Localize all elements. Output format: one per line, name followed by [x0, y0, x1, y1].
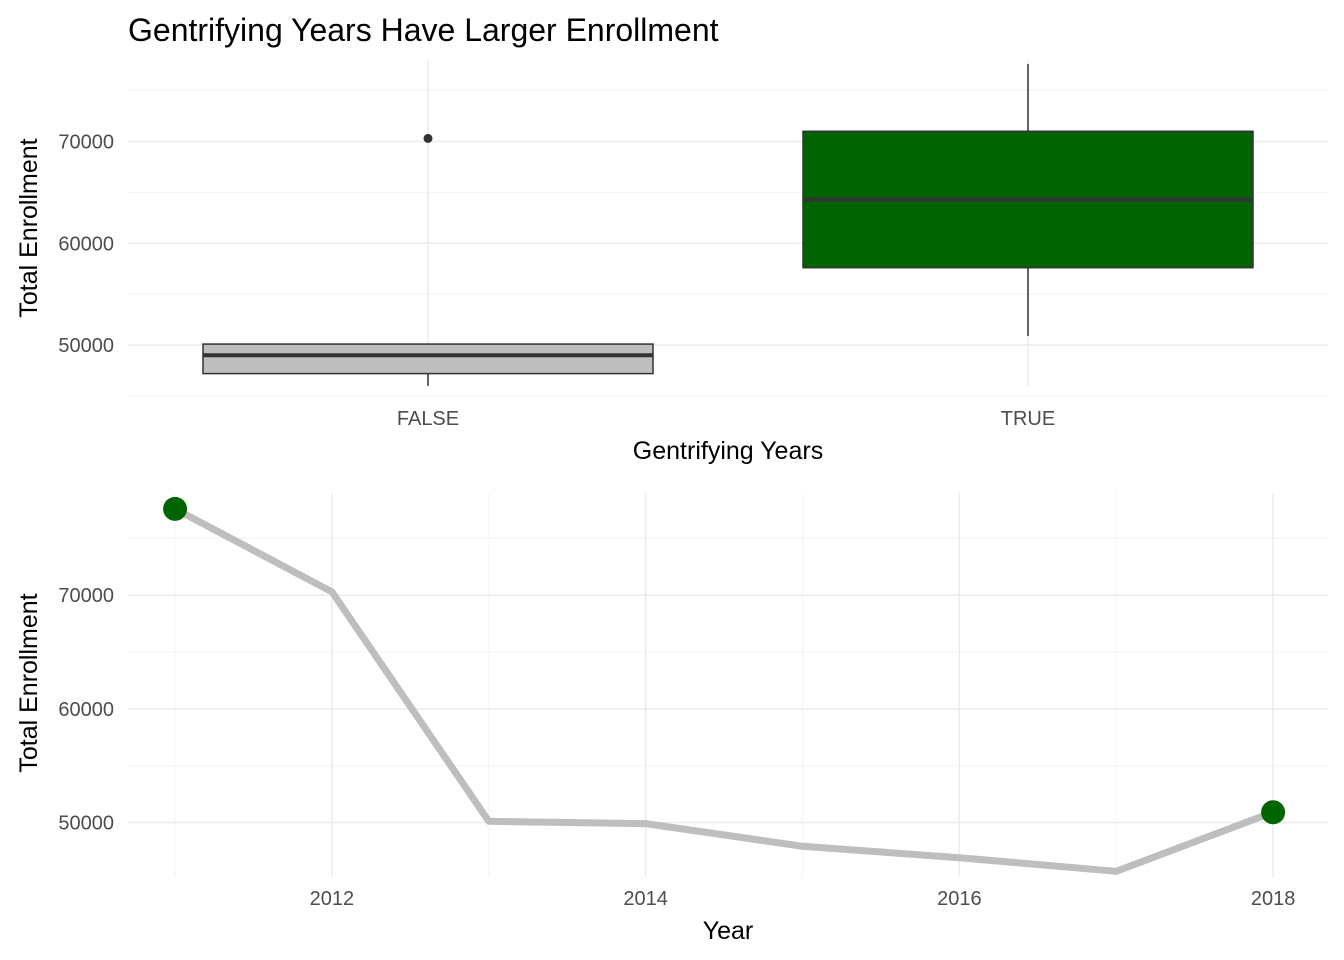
highlight-point — [1261, 800, 1286, 825]
box-plot-boxes — [202, 64, 1254, 386]
box-plot-x-axis-title: Gentrifying Years — [633, 437, 823, 465]
line-chart-y-axis-title: Total Enrollment — [15, 593, 43, 772]
line-chart-gridlines — [128, 493, 1328, 877]
box-outlier-point — [423, 133, 433, 143]
line-chart-y-tick-label: 50000 — [58, 812, 114, 834]
highlight-point — [163, 496, 188, 521]
box-plot-x-tick-label: FALSE — [397, 408, 459, 430]
line-chart-y-tick-label: 70000 — [58, 585, 114, 607]
line-chart-x-ticks: 2012 2014 2016 2018 — [310, 888, 1296, 910]
line-chart-series — [163, 496, 1286, 875]
line-chart-x-tick-label: 2014 — [623, 888, 668, 910]
box-plot-x-tick-label: TRUE — [1001, 408, 1055, 430]
box-plot-x-ticks: FALSE TRUE — [397, 408, 1055, 430]
line-chart-y-tick-label: 60000 — [58, 699, 114, 721]
box-plot-y-tick-label: 70000 — [58, 131, 114, 153]
box-plot-y-tick-label: 50000 — [58, 335, 114, 357]
line-chart-x-axis-title: Year — [703, 917, 754, 945]
line-chart-x-tick-label: 2016 — [937, 888, 982, 910]
box-body — [202, 343, 654, 375]
box-plot-y-tick-label: 60000 — [58, 233, 114, 255]
box-plot-y-axis-title: Total Enrollment — [15, 138, 43, 317]
chart-title: Gentrifying Years Have Larger Enrollment — [128, 12, 719, 48]
line-chart-y-ticks: 50000 60000 70000 — [58, 585, 114, 834]
line-chart-x-tick-label: 2018 — [1251, 888, 1296, 910]
box-plot-y-ticks: 50000 60000 70000 — [58, 131, 114, 357]
line-chart-x-tick-label: 2012 — [310, 888, 355, 910]
enrollment-line — [171, 505, 1277, 875]
